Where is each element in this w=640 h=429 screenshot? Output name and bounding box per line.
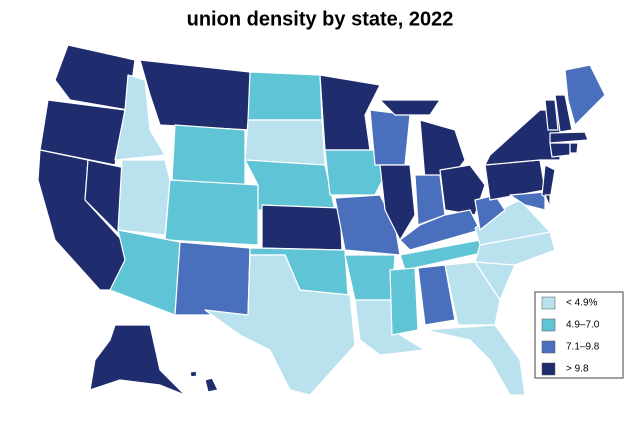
state xyxy=(261,204,343,251)
state xyxy=(424,324,526,396)
state xyxy=(474,194,506,231)
state xyxy=(117,159,171,236)
state xyxy=(109,229,181,316)
state xyxy=(244,119,326,166)
state xyxy=(324,149,386,196)
state xyxy=(244,159,336,211)
state xyxy=(114,74,166,161)
state xyxy=(549,142,571,158)
legend-swatch xyxy=(541,318,556,332)
state xyxy=(484,109,561,166)
legend-label: > 9.8 xyxy=(566,364,589,375)
state xyxy=(54,44,136,111)
legend: < 4.9% 4.9–7.0 7.1–9.8 > 9.8 xyxy=(541,296,600,376)
state xyxy=(174,241,251,316)
state xyxy=(171,124,246,186)
state xyxy=(334,194,401,256)
states xyxy=(37,44,606,396)
state xyxy=(569,142,579,154)
state xyxy=(319,74,381,151)
state xyxy=(544,194,551,208)
state xyxy=(189,370,198,378)
legend-label: 7.1–9.8 xyxy=(566,342,600,353)
legend-swatch xyxy=(541,296,556,310)
state xyxy=(554,94,573,133)
state xyxy=(509,191,546,211)
state xyxy=(564,64,606,126)
legend-label: < 4.9% xyxy=(566,298,598,309)
state xyxy=(417,264,456,326)
state xyxy=(369,109,411,166)
state xyxy=(544,99,559,131)
state xyxy=(379,99,441,116)
state xyxy=(89,324,186,396)
legend-swatch xyxy=(541,340,556,354)
state xyxy=(164,179,259,246)
state xyxy=(379,164,416,241)
state xyxy=(139,59,251,131)
state xyxy=(444,261,501,326)
legend-swatch xyxy=(541,362,556,376)
state xyxy=(344,254,396,301)
state xyxy=(204,377,219,393)
title: union density by state, 2022 xyxy=(187,8,454,30)
state xyxy=(204,254,356,396)
state xyxy=(389,267,419,336)
state xyxy=(247,71,323,121)
state xyxy=(39,99,126,166)
state xyxy=(549,131,589,144)
legend-label: 4.9–7.0 xyxy=(566,320,600,331)
state xyxy=(399,209,481,251)
